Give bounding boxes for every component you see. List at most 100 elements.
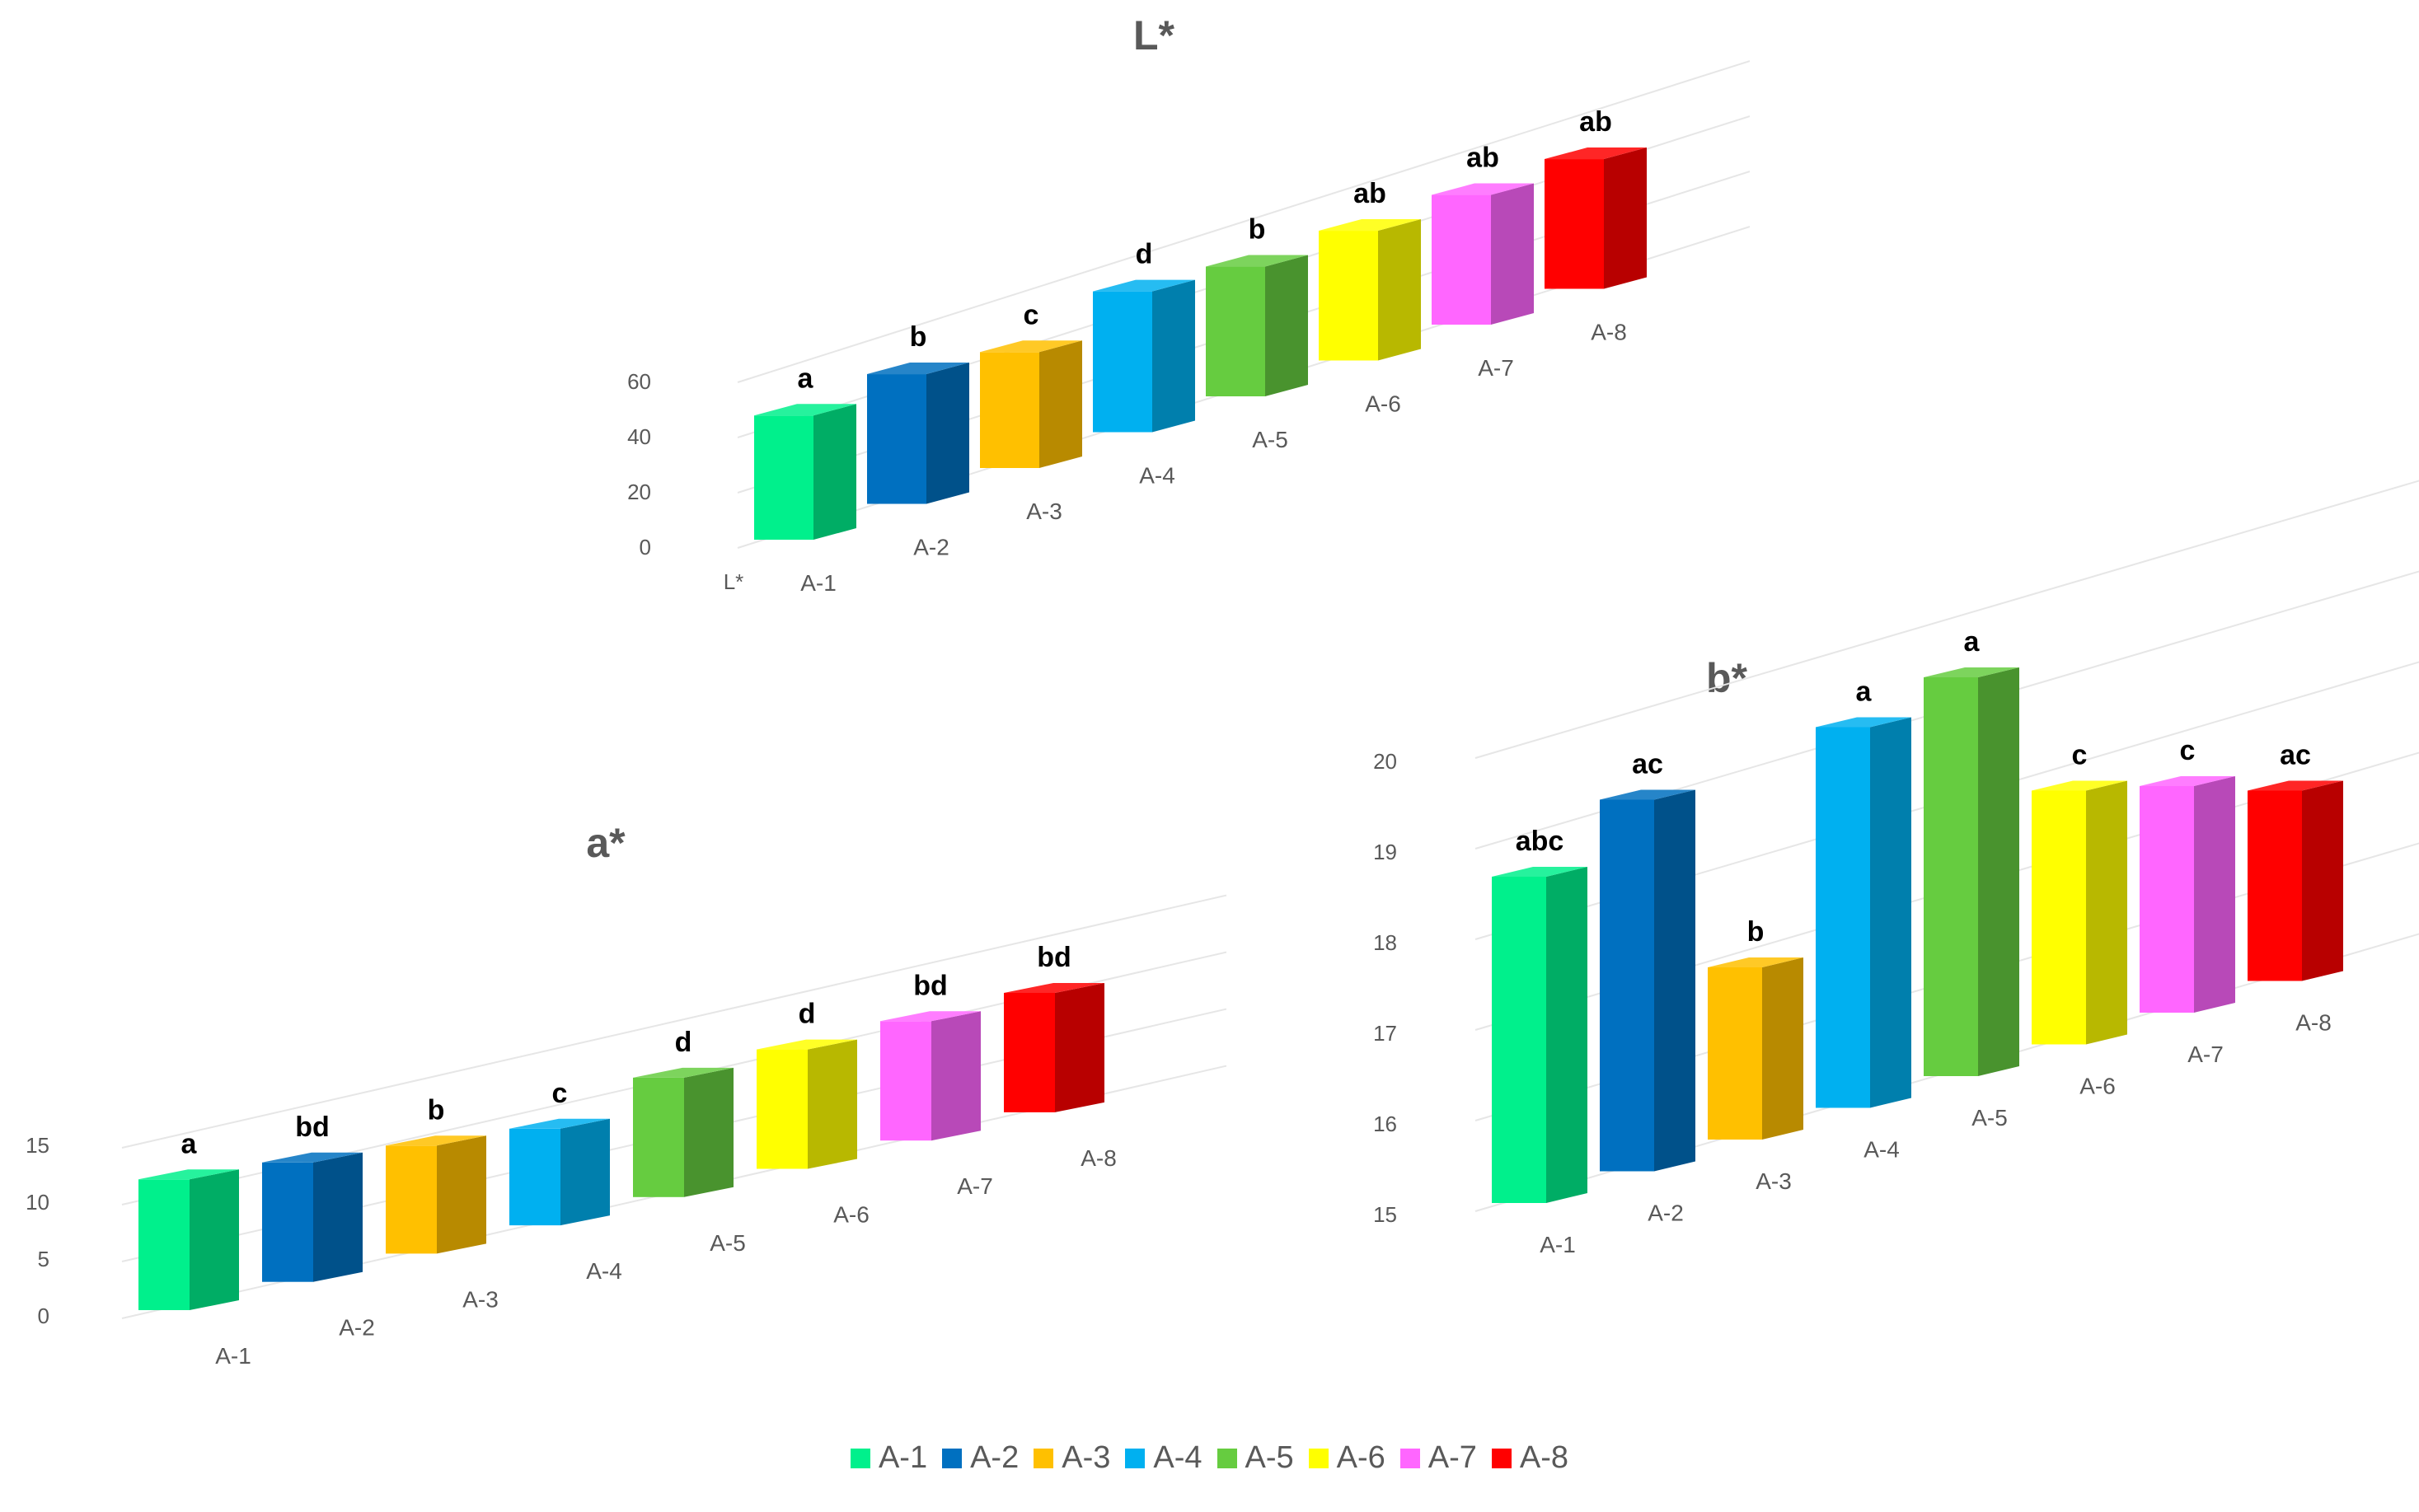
category-label: A-6 [1365, 391, 1401, 417]
legend: A-1 A-2 A-3 A-4 A-5 A-6 A-7 A-8 [0, 1440, 2419, 1476]
legend-label: A-3 [1062, 1440, 1111, 1475]
significance-label: b [910, 321, 927, 353]
y-tick-label: 20 [1373, 749, 1397, 774]
bar-a-6 [757, 1039, 857, 1169]
significance-label: d [799, 999, 816, 1030]
category-label: A-5 [1252, 427, 1288, 452]
significance-label: c [2072, 740, 2088, 771]
significance-label: abc [1516, 826, 1564, 857]
bar-a-6 [2032, 780, 2127, 1045]
bar-a-1 [754, 404, 856, 540]
legend-item: A-8 [1491, 1440, 1568, 1476]
bar-top-face [867, 363, 969, 375]
legend-swatch [1217, 1448, 1237, 1468]
legend-swatch [1399, 1448, 1420, 1468]
legend-item: A-3 [1034, 1440, 1110, 1476]
legend-item: A-6 [1308, 1440, 1385, 1476]
bar-a-2 [262, 1152, 363, 1282]
category-label: A-1 [800, 570, 837, 596]
category-label: A-4 [1139, 463, 1175, 489]
category-label: A-2 [339, 1315, 375, 1341]
bar-a-3 [1708, 957, 1803, 1140]
bar-side-face [1762, 957, 1803, 1140]
significance-label: a [1964, 626, 1981, 658]
y-tick-label: 0 [640, 535, 651, 559]
bar-side-face [1152, 279, 1195, 433]
bar-a-7 [1432, 183, 1534, 325]
y-tick-label: 18 [1373, 930, 1397, 955]
category-label: A-3 [1026, 499, 1062, 524]
bar-front-face [754, 415, 813, 540]
bar-side-face [931, 1011, 981, 1141]
bar-a-2 [867, 363, 969, 504]
bar-a-2 [1600, 789, 1695, 1172]
bar-front-face [1545, 159, 1604, 289]
bar-a-8 [1004, 983, 1104, 1112]
bar-side-face [684, 1067, 734, 1197]
bar-side-face [2194, 776, 2235, 1013]
bar-a-4 [509, 1118, 610, 1226]
bar-a-6 [1319, 219, 1421, 361]
bar-side-face [813, 404, 856, 540]
bar-front-face [1708, 967, 1762, 1140]
bar-side-face [2086, 780, 2127, 1045]
y-tick-label: 19 [1373, 840, 1397, 864]
significance-label: c [1024, 299, 1039, 330]
bar-a-8 [2248, 780, 2343, 981]
bar-top-face [138, 1169, 239, 1180]
bar-side-face [1654, 789, 1695, 1172]
chart-title: a* [586, 820, 626, 866]
significance-label: bd [913, 970, 948, 1001]
bar-front-face [867, 374, 926, 504]
category-label: A-8 [1081, 1145, 1117, 1171]
category-label: A-7 [957, 1173, 993, 1199]
bar-a-1 [138, 1169, 239, 1310]
bar-side-face [437, 1135, 486, 1254]
category-label: A-2 [1648, 1201, 1684, 1226]
bar-front-face [1093, 291, 1152, 433]
y-tick-label: 15 [1373, 1202, 1397, 1227]
bar-front-face [2140, 786, 2194, 1013]
category-label: A-7 [1478, 355, 1514, 381]
chart-a-star: a* 0 5 10 15 a A-1 bd A-2 b A-3 c A-4 d A-5 d A-6 bd A-7 b… [26, 820, 1227, 1369]
bar-front-face [2248, 790, 2302, 981]
bar-a-1 [1492, 867, 1587, 1203]
legend-label: A-7 [1427, 1440, 1477, 1475]
bar-front-face [1492, 877, 1546, 1203]
bar-side-face [2302, 780, 2343, 981]
bar-side-face [190, 1169, 239, 1310]
category-label: A-1 [1540, 1232, 1576, 1257]
significance-label: c [2180, 735, 2196, 766]
bar-side-face [1870, 717, 1911, 1108]
legend-item: A-4 [1125, 1440, 1202, 1476]
y-tick-label: 10 [26, 1190, 49, 1215]
significance-label: bd [1037, 942, 1071, 973]
significance-label: a [798, 363, 814, 394]
bar-front-face [1432, 194, 1491, 325]
bar-top-face [1093, 279, 1195, 292]
bar-front-face [757, 1049, 808, 1169]
bar-a-3 [386, 1135, 486, 1254]
legend-swatch [1034, 1448, 1054, 1468]
bar-front-face [262, 1162, 313, 1282]
bar-side-face [1546, 867, 1587, 1203]
legend-item: A-5 [1217, 1440, 1294, 1476]
y-tick-label: 16 [1373, 1112, 1397, 1136]
category-label: A-3 [462, 1286, 499, 1312]
legend-label: A-6 [1336, 1440, 1385, 1475]
category-label: A-1 [215, 1343, 251, 1369]
bar-top-face [1432, 183, 1534, 195]
bar-top-face [1492, 867, 1587, 877]
bar-top-face [262, 1152, 363, 1163]
bar-top-face [1206, 255, 1308, 267]
category-label: A-6 [833, 1202, 870, 1228]
legend-swatch [1125, 1448, 1146, 1468]
significance-label: ac [2280, 740, 2311, 771]
category-label: A-7 [2187, 1042, 2224, 1067]
significance-label: b [1249, 214, 1266, 246]
category-label: A-5 [1971, 1105, 2008, 1130]
gridline [1474, 480, 2419, 759]
bar-a-4 [1093, 279, 1195, 433]
bar-front-face [880, 1021, 931, 1141]
